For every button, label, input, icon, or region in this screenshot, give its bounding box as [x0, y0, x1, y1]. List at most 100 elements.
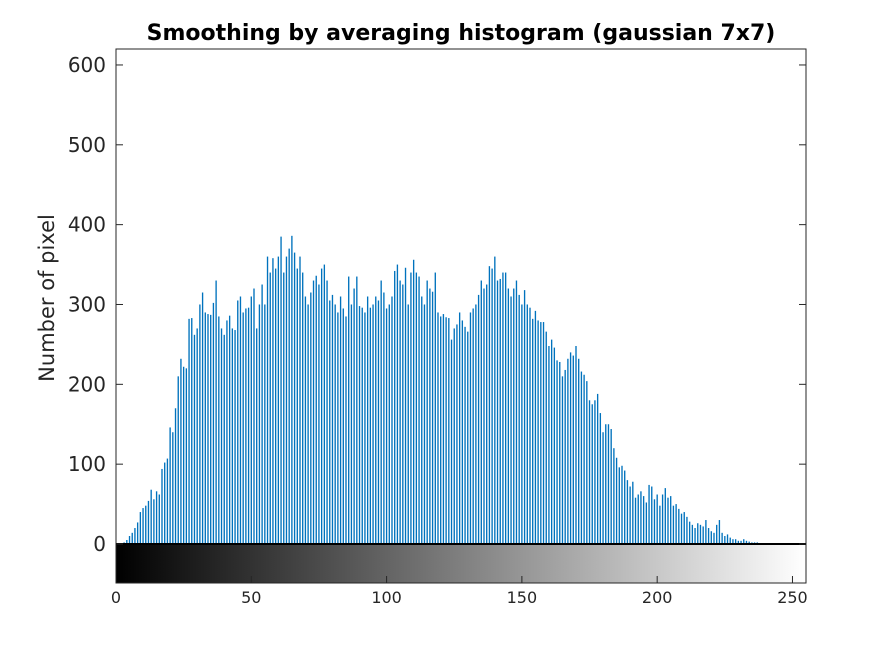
histogram-bar — [461, 320, 464, 544]
histogram-bar — [250, 296, 252, 544]
y-tick-label: 200 — [68, 372, 106, 396]
histogram-bar — [672, 505, 675, 544]
histogram-bar — [529, 307, 531, 544]
histogram-bar — [145, 505, 147, 544]
histogram-bar — [220, 328, 223, 544]
histogram-bar — [494, 256, 496, 544]
histogram-bar — [293, 252, 296, 544]
histogram-bar — [375, 296, 377, 544]
histogram-bar — [269, 272, 271, 544]
histogram-bar — [323, 264, 326, 544]
histogram-bar — [532, 318, 534, 544]
histogram-bar — [296, 268, 298, 544]
histogram-bar — [475, 304, 477, 544]
histogram-bar — [180, 358, 182, 544]
histogram-bar — [342, 308, 344, 544]
histogram-bar — [477, 294, 480, 544]
y-tick-label: 100 — [68, 452, 106, 476]
histogram-bar — [618, 467, 620, 544]
histogram-bar — [713, 532, 715, 544]
histogram-bar — [385, 308, 388, 544]
histogram-bar — [288, 248, 290, 544]
histogram-bar — [502, 272, 504, 544]
histogram-bar — [707, 528, 710, 544]
histogram-bar — [429, 288, 431, 544]
x-tick-label: 200 — [642, 588, 673, 607]
histogram-bar — [483, 288, 485, 544]
histogram-bar — [312, 280, 315, 544]
histogram-bar — [431, 291, 434, 544]
histogram-bar — [136, 522, 139, 544]
histogram-bar — [578, 358, 580, 544]
histogram-bar — [228, 315, 231, 544]
histogram-bar — [523, 290, 526, 544]
histogram-bar — [699, 524, 702, 544]
histogram-bar — [304, 296, 307, 544]
histogram-bar — [166, 458, 169, 544]
histogram-bar — [388, 304, 390, 544]
histogram-bar — [407, 304, 409, 544]
histogram-bar — [737, 540, 740, 544]
histogram-bar — [402, 284, 404, 544]
histogram-bar — [204, 312, 206, 544]
histogram-bar — [131, 532, 133, 544]
histogram-bar — [155, 491, 158, 544]
histogram-bar — [147, 500, 150, 544]
histogram-bar — [469, 312, 472, 544]
histogram-bar — [247, 307, 250, 544]
histogram-bar — [691, 524, 694, 544]
histogram-bar — [253, 288, 255, 544]
histogram-bar — [626, 480, 629, 544]
histogram-bar — [564, 369, 566, 544]
histogram-bar — [496, 280, 499, 544]
histogram-bar — [302, 272, 304, 544]
histogram-bar — [153, 499, 155, 544]
histogram-bar — [521, 304, 523, 544]
histogram-bar — [150, 489, 152, 544]
histogram-bar — [383, 292, 385, 544]
histogram-bar — [394, 270, 396, 544]
x-tick-label: 50 — [241, 588, 261, 607]
histogram-bar — [621, 465, 623, 544]
grayscale-colorbar — [116, 544, 806, 583]
histogram-bar — [239, 296, 242, 544]
histogram-bar — [537, 320, 539, 544]
y-tick-label: 0 — [93, 532, 106, 556]
histogram-bar — [191, 318, 193, 544]
histogram-bar — [345, 316, 347, 544]
histogram-bar — [445, 317, 447, 544]
histogram-bar — [415, 272, 418, 544]
histogram-bar — [634, 497, 637, 544]
histogram-bar — [575, 346, 577, 544]
histogram-bar — [664, 488, 666, 544]
histogram-bar — [540, 322, 542, 544]
histogram-bar — [261, 284, 263, 544]
histogram-bar — [694, 528, 696, 544]
histogram-bar — [337, 312, 339, 544]
histogram-bar — [182, 366, 185, 544]
histogram-bar — [299, 256, 301, 544]
histogram-bar — [177, 376, 179, 544]
histogram-bar — [518, 294, 520, 544]
histogram-bar — [464, 326, 466, 544]
histogram-bar — [274, 268, 277, 544]
histogram-bar — [605, 424, 607, 544]
histogram-bar — [172, 432, 174, 544]
histogram-bar — [580, 371, 583, 544]
histogram-bar — [410, 272, 412, 544]
histogram-bar — [423, 304, 426, 544]
y-tick-label: 500 — [68, 133, 106, 157]
histogram-bar — [353, 288, 355, 544]
histogram-bar — [504, 272, 507, 544]
histogram-bar — [718, 520, 721, 544]
histogram-bar — [158, 494, 160, 544]
histogram-bar — [128, 536, 131, 544]
histogram-bar — [651, 486, 653, 544]
histogram-bar — [542, 322, 545, 544]
histogram-bar — [212, 302, 215, 544]
histogram-bar — [196, 328, 198, 544]
histogram-bar — [680, 513, 683, 544]
histogram-bar — [188, 318, 190, 544]
histogram-bar — [366, 296, 369, 544]
